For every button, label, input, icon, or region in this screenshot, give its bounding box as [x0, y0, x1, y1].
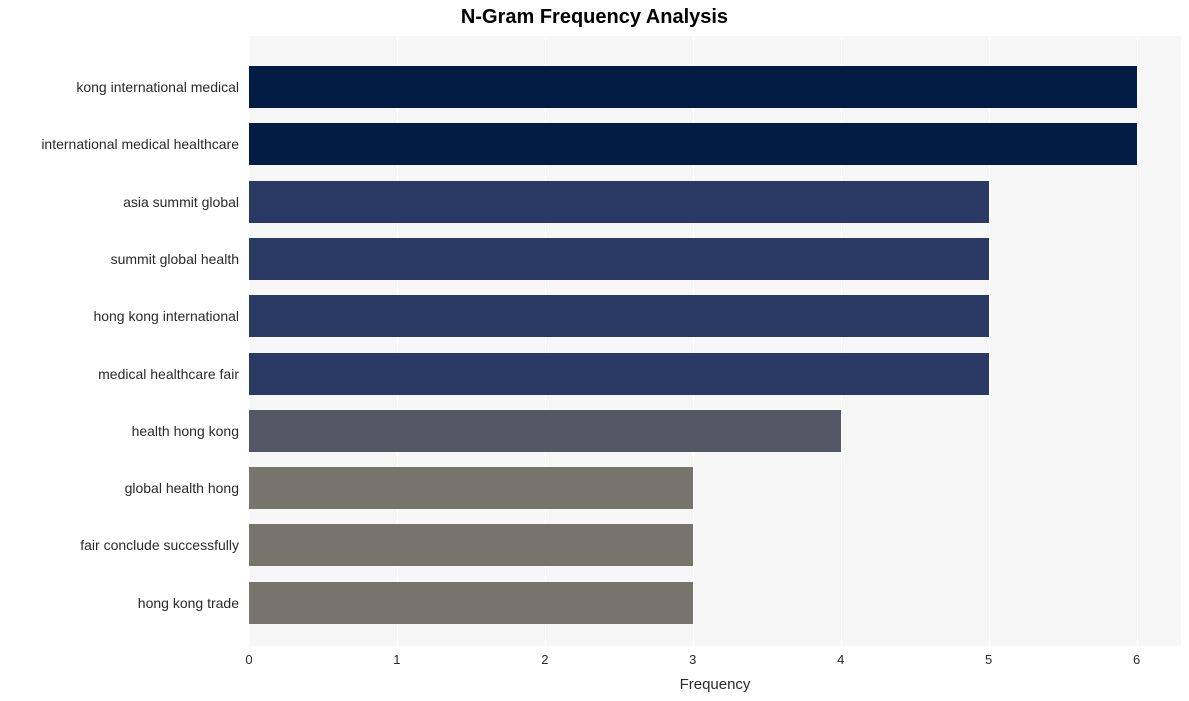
y-tick-label: hong kong trade — [0, 582, 249, 624]
bar-row: hong kong trade — [249, 582, 1181, 624]
y-tick-label: health hong kong — [0, 410, 249, 452]
bar — [249, 353, 989, 395]
x-axis-title: Frequency — [249, 646, 1181, 693]
ngram-frequency-chart: N-Gram Frequency Analysis 0123456Frequen… — [0, 0, 1189, 701]
bar — [249, 295, 989, 337]
y-tick-label: medical healthcare fair — [0, 353, 249, 395]
y-tick-label: global health hong — [0, 467, 249, 509]
bar-row: fair conclude successfully — [249, 524, 1181, 566]
bar — [249, 238, 989, 280]
bar — [249, 524, 693, 566]
bar-row: international medical healthcare — [249, 123, 1181, 165]
bar — [249, 181, 989, 223]
bar — [249, 582, 693, 624]
bar-row: asia summit global — [249, 181, 1181, 223]
bar-row: health hong kong — [249, 410, 1181, 452]
bar — [249, 467, 693, 509]
bar-row: medical healthcare fair — [249, 353, 1181, 395]
y-tick-label: hong kong international — [0, 295, 249, 337]
y-tick-label: international medical healthcare — [0, 123, 249, 165]
bar — [249, 66, 1137, 108]
bar-row: summit global health — [249, 238, 1181, 280]
bar-row: global health hong — [249, 467, 1181, 509]
y-tick-label: fair conclude successfully — [0, 524, 249, 566]
plot-area: 0123456Frequencykong international medic… — [249, 36, 1181, 646]
y-tick-label: kong international medical — [0, 66, 249, 108]
y-tick-label: summit global health — [0, 238, 249, 280]
bar — [249, 410, 841, 452]
y-tick-label: asia summit global — [0, 181, 249, 223]
chart-title: N-Gram Frequency Analysis — [0, 6, 1189, 29]
bar-row: kong international medical — [249, 66, 1181, 108]
bar — [249, 123, 1137, 165]
bar-row: hong kong international — [249, 295, 1181, 337]
